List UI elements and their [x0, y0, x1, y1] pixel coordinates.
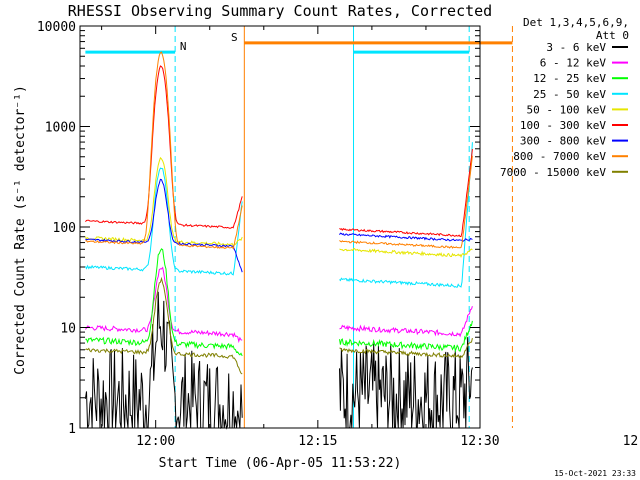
x-axis-label: Start Time (06-Apr-05 11:53:22): [159, 456, 402, 471]
chart-title: RHESSI Observing Summary Count Rates, Co…: [68, 2, 492, 20]
y-tick-label: 10: [60, 322, 76, 337]
series-line: [339, 247, 473, 258]
y-axis-label: Corrected Count Rate (s⁻¹ detector⁻¹): [13, 85, 28, 375]
legend-entry-label: 25 - 50 keV: [533, 88, 606, 101]
footer-timestamp: 15-Oct-2021 23:33: [554, 469, 636, 478]
series-line: [85, 178, 243, 273]
y-axis-ticks: 1 10 100 1000 10000: [37, 20, 480, 437]
series-line: [339, 155, 473, 249]
series-line: [339, 232, 473, 242]
series-line: [85, 266, 243, 344]
legend-entry-label: 800 - 7000 keV: [513, 150, 606, 163]
y-tick-label: 100: [53, 221, 76, 236]
series-line: [85, 248, 243, 357]
legend-entry-label: 100 - 300 keV: [520, 119, 606, 132]
x-tick-label: 12:15: [298, 434, 337, 449]
legend-entry-label: 3 - 6 keV: [546, 41, 606, 54]
series-line: [339, 142, 473, 288]
series-line: [339, 337, 473, 359]
legend-entry-label: 6 - 12 keV: [540, 57, 607, 70]
series-line: [339, 337, 473, 429]
legend-title: Det 1,3,4,5,6,9,: [523, 16, 629, 29]
series-line: [339, 320, 473, 353]
legend-title: Att 0: [596, 29, 629, 42]
legend-entry-label: 50 - 100 keV: [527, 103, 607, 116]
legend-entry-label: 12 - 25 keV: [533, 72, 606, 85]
series-line: [85, 51, 243, 250]
series-line: [339, 306, 473, 338]
series-line: [84, 156, 243, 247]
series-line: [85, 65, 243, 229]
plot-area: NS: [84, 26, 513, 430]
y-tick-label: 1: [68, 422, 76, 437]
y-tick-label: 1000: [45, 121, 76, 136]
legend-entry-label: 7000 - 15000 keV: [500, 166, 606, 179]
x-tick-label: 12:00: [136, 434, 175, 449]
y-tick-label: 10000: [37, 20, 76, 35]
legend: Det 1,3,4,5,6,9,Att 03 - 6 keV 6 - 12 keV…: [500, 16, 629, 179]
legend-entry-label: 300 - 800 keV: [520, 135, 606, 148]
plot-frame: [79, 25, 481, 429]
series-line: [339, 148, 473, 237]
flag-label: N: [180, 40, 187, 53]
series-line: [84, 167, 243, 276]
series-line: [85, 276, 243, 375]
series-line: [84, 291, 243, 430]
x-tick-label: 12:45: [623, 434, 640, 449]
x-tick-label: 12:30: [460, 434, 499, 449]
flag-label: S: [231, 31, 238, 44]
